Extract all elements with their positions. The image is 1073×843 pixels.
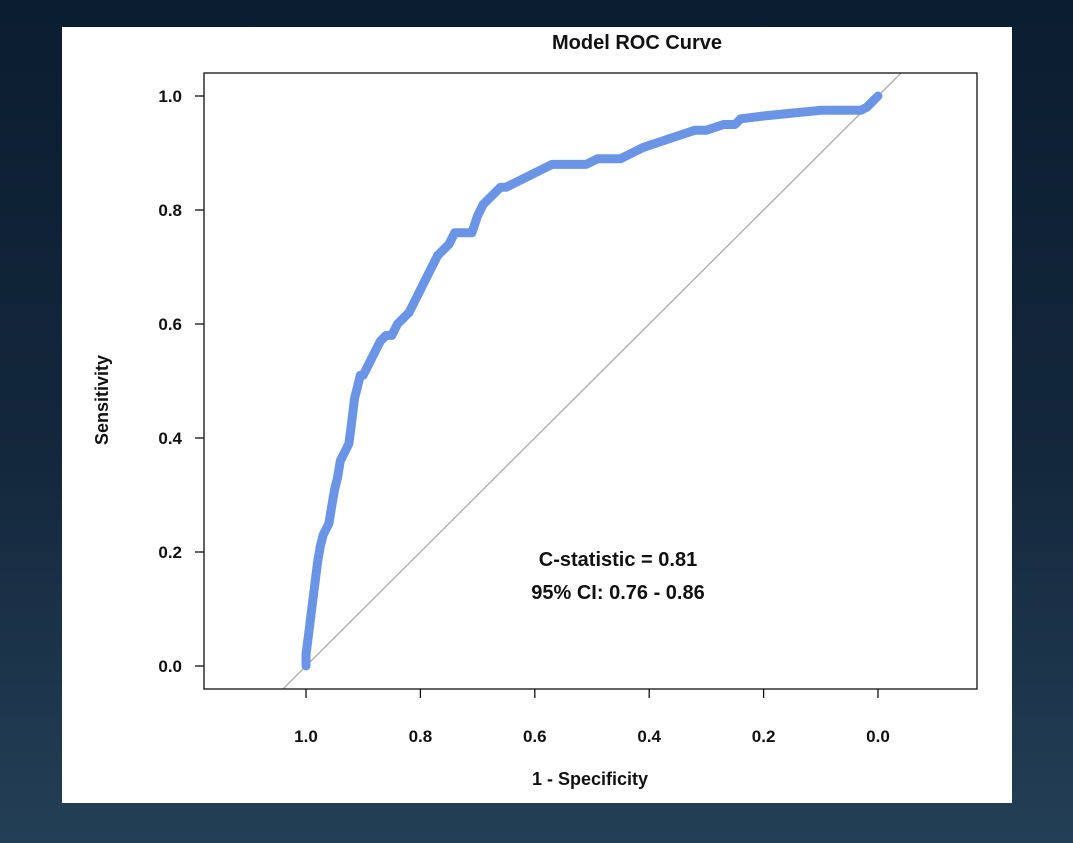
plot-frame — [203, 72, 978, 690]
y-tick-label: 0.6 — [158, 315, 182, 334]
y-tick-label: 0.2 — [158, 543, 182, 562]
reference-diagonal-line — [282, 73, 902, 689]
y-tick-label: 0.0 — [158, 657, 182, 676]
x-tick-label: 0.0 — [866, 727, 890, 746]
y-tick-label: 1.0 — [158, 87, 182, 106]
x-tick-label: 0.4 — [637, 727, 661, 746]
chart-title: Model ROC Curve — [552, 32, 722, 54]
x-axis-label: 1 - Specificity — [532, 769, 648, 789]
figure-panel — [62, 27, 1012, 803]
plot-area: 1.0 0.8 0.6 0.4 0.2 0.0 0.0 0.2 0.4 0.6 0.8 1.0 — [158, 72, 978, 746]
roc-curve-line — [301, 91, 883, 671]
y-tick-label: 0.8 — [158, 201, 182, 220]
x-tick-label: 1.0 — [294, 727, 318, 746]
c-statistic-annotation: C-statistic = 0.81 — [539, 549, 697, 571]
x-tick-label: 0.8 — [409, 727, 433, 746]
x-tick-label: 0.2 — [752, 727, 776, 746]
x-tick-label: 0.6 — [523, 727, 547, 746]
confidence-interval-annotation: 95% CI: 0.76 - 0.86 — [531, 582, 704, 604]
y-axis-label: Sensitivity — [92, 355, 112, 445]
y-tick-label: 0.4 — [158, 429, 182, 448]
